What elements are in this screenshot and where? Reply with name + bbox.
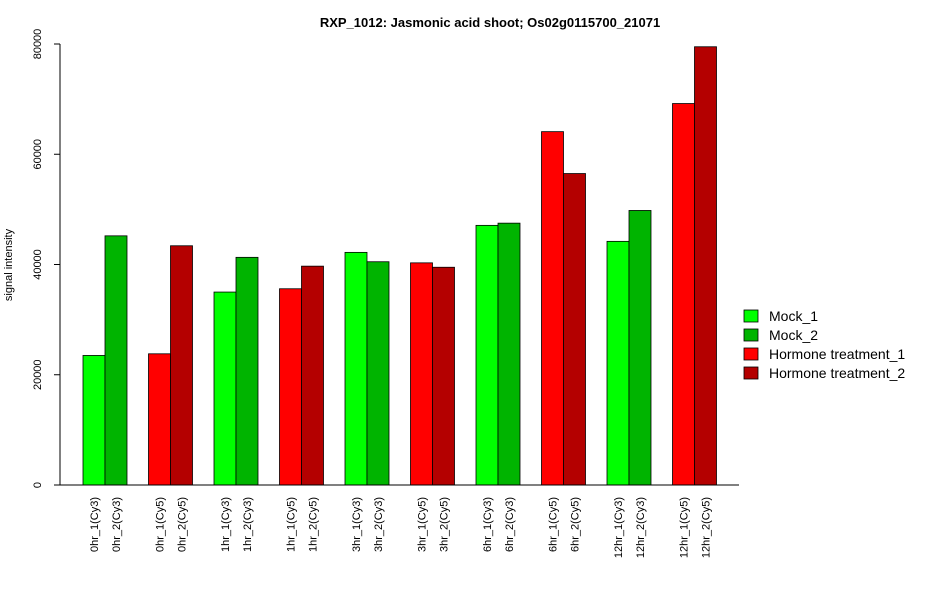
y-tick-label: 20000 bbox=[32, 359, 44, 390]
x-tick-label: 1hr_1(Cy3) bbox=[220, 497, 232, 552]
bar-0hr_2(Cy5) bbox=[170, 245, 193, 486]
x-tick-label: 6hr_2(Cy5) bbox=[570, 497, 582, 552]
bar-12hr_2(Cy3) bbox=[628, 210, 652, 486]
bar-1hr_2(Cy3) bbox=[235, 256, 259, 486]
bar-0hr_1(Cy3) bbox=[82, 355, 106, 486]
bar-1hr_1(Cy5) bbox=[279, 288, 302, 486]
x-tick-label: 0hr_2(Cy3) bbox=[111, 497, 123, 552]
x-tick-label: 3hr_2(Cy3) bbox=[373, 497, 385, 552]
bar-0hr_1(Cy5) bbox=[148, 353, 171, 486]
x-tick-label: 12hr_1(Cy5) bbox=[679, 497, 691, 558]
legend-swatch bbox=[743, 347, 759, 361]
bar-0hr_2(Cy3) bbox=[104, 235, 128, 486]
bar-12hr_1(Cy3) bbox=[606, 240, 630, 486]
legend-entry: Mock_2 bbox=[769, 327, 818, 343]
x-tick-label: 1hr_1(Cy5) bbox=[286, 497, 298, 552]
y-tick-label: 40000 bbox=[32, 249, 44, 280]
chart-title: RXP_1012: Jasmonic acid shoot; Os02g0115… bbox=[320, 15, 660, 30]
x-tick-label: 0hr_2(Cy5) bbox=[177, 497, 189, 552]
bar-3hr_1(Cy3) bbox=[344, 251, 368, 486]
bar-3hr_2(Cy3) bbox=[366, 261, 390, 486]
bar-1hr_1(Cy3) bbox=[213, 291, 237, 486]
legend-entry: Hormone treatment_1 bbox=[769, 346, 905, 362]
y-tick-label: 80000 bbox=[32, 29, 44, 60]
x-tick-label: 12hr_2(Cy3) bbox=[635, 497, 647, 558]
x-tick-label: 3hr_1(Cy3) bbox=[351, 497, 363, 552]
legend-entry: Mock_1 bbox=[769, 308, 818, 324]
legend: Mock_1 Mock_2 Hormone treatment_1 Hormone t… bbox=[743, 308, 905, 381]
x-tick-label: 12hr_2(Cy5) bbox=[701, 497, 713, 558]
bar-6hr_2(Cy5) bbox=[563, 173, 586, 486]
bar-3hr_1(Cy5) bbox=[410, 262, 433, 486]
y-tick-label: 0 bbox=[32, 482, 44, 488]
bar-12hr_2(Cy5) bbox=[694, 46, 717, 486]
x-axis: 0hr_1(Cy3) 0hr_2(Cy3) 0hr_1(Cy5) 0hr_2(Cy5)… bbox=[60, 484, 739, 558]
bar-12hr_1(Cy5) bbox=[672, 103, 695, 486]
bar-6hr_1(Cy5) bbox=[541, 131, 564, 486]
x-tick-label: 12hr_1(Cy3) bbox=[613, 497, 625, 558]
legend-entry: Hormone treatment_2 bbox=[769, 365, 905, 381]
x-tick-label: 6hr_2(Cy3) bbox=[504, 497, 516, 552]
legend-swatch bbox=[743, 328, 759, 342]
x-tick-label: 0hr_1(Cy5) bbox=[155, 497, 167, 552]
legend-swatch bbox=[743, 309, 759, 323]
x-tick-label: 6hr_1(Cy5) bbox=[548, 497, 560, 552]
x-tick-label: 6hr_1(Cy3) bbox=[482, 497, 494, 552]
legend-swatch bbox=[743, 366, 759, 380]
bar-6hr_1(Cy3) bbox=[475, 224, 499, 486]
x-tick-label: 3hr_2(Cy5) bbox=[439, 497, 451, 552]
x-tick-label: 1hr_2(Cy5) bbox=[308, 497, 320, 552]
bar-3hr_2(Cy5) bbox=[432, 266, 455, 486]
y-axis: 0 20000 40000 60000 80000 bbox=[32, 29, 61, 488]
y-axis-label: signal intensity bbox=[3, 228, 15, 301]
bar-6hr_2(Cy3) bbox=[497, 222, 521, 486]
x-tick-label: 0hr_1(Cy3) bbox=[89, 497, 101, 552]
x-tick-label: 1hr_2(Cy3) bbox=[242, 497, 254, 552]
x-tick-label: 3hr_1(Cy5) bbox=[417, 497, 429, 552]
bar-1hr_2(Cy5) bbox=[301, 265, 324, 486]
y-tick-label: 60000 bbox=[32, 139, 44, 170]
